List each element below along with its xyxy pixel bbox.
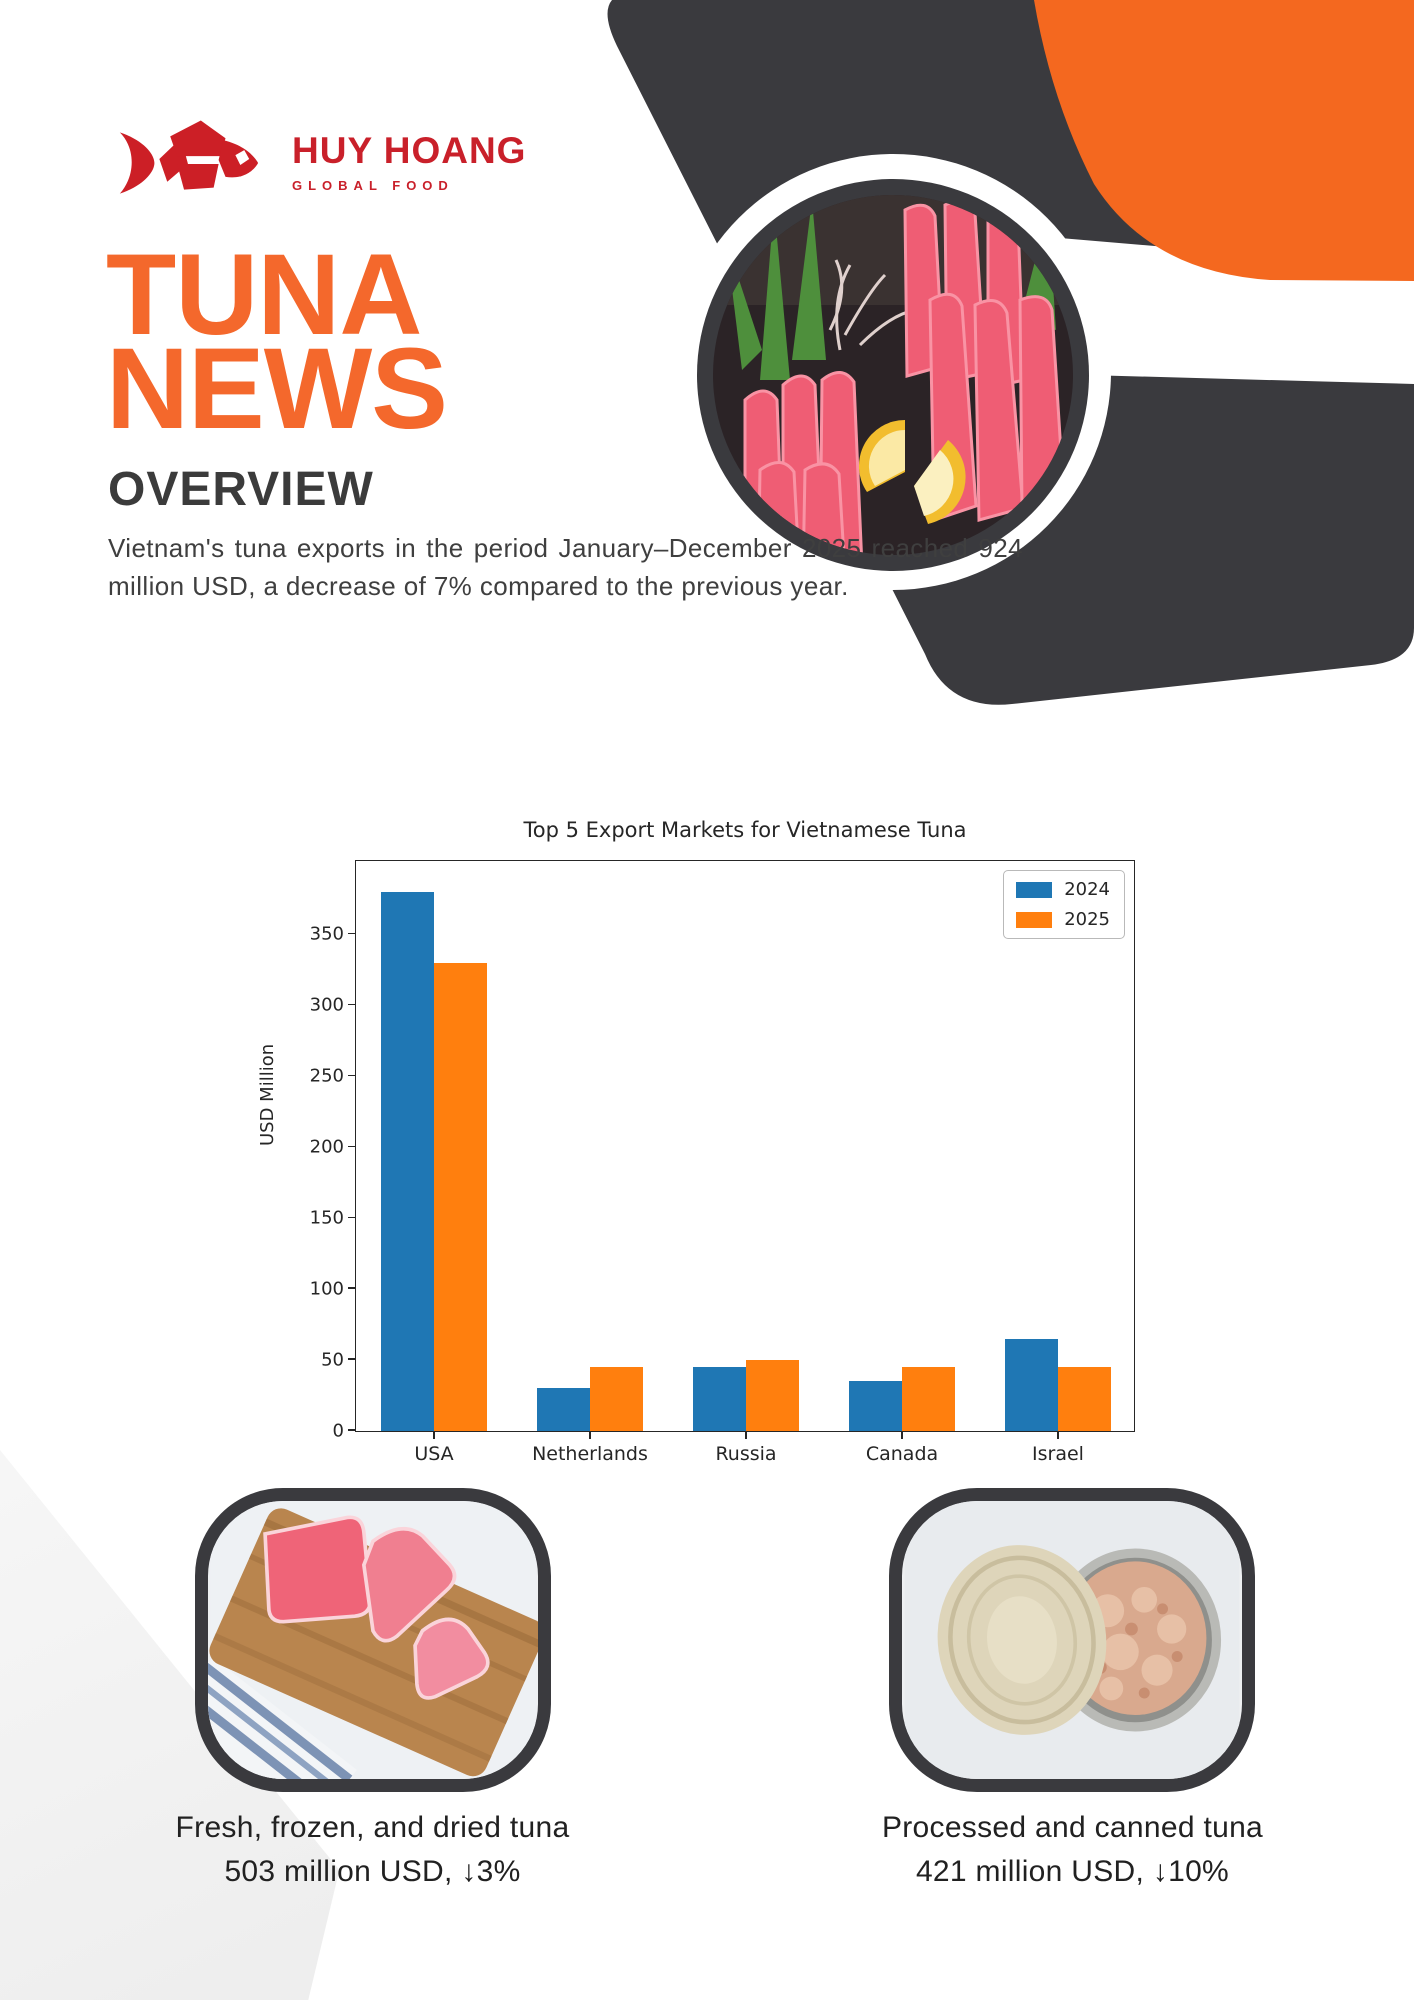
x-tick-label: Netherlands bbox=[532, 1443, 648, 1465]
bar-2025-Russia bbox=[746, 1360, 799, 1431]
bar-2024-USA bbox=[381, 891, 434, 1431]
bar-2024-Canada bbox=[849, 1381, 902, 1431]
header-decoration bbox=[607, 0, 1414, 705]
y-tick-label: 150 bbox=[309, 1207, 344, 1229]
x-tick-mark bbox=[589, 1431, 591, 1439]
sashimi-photo bbox=[713, 195, 1073, 555]
orange-shape bbox=[1034, 0, 1414, 281]
overview-paragraph: Vietnam's tuna exports in the period Jan… bbox=[108, 530, 1023, 605]
y-tick-mark bbox=[348, 1003, 356, 1006]
legend-swatch-2025 bbox=[1016, 911, 1053, 928]
x-tick-mark bbox=[433, 1431, 435, 1439]
chart-y-axis-label: USD Million bbox=[257, 1043, 278, 1146]
x-tick-mark bbox=[1057, 1431, 1059, 1439]
legend-entry-2024: 2024 bbox=[1016, 879, 1110, 900]
bar-2025-Israel bbox=[1058, 1367, 1111, 1431]
x-tick-label: Russia bbox=[715, 1443, 777, 1465]
y-tick-label: 200 bbox=[309, 1136, 344, 1158]
brand-name: HUY HOANG bbox=[292, 129, 527, 171]
brand-logo: HUY HOANG GLOBAL FOOD bbox=[108, 112, 526, 212]
x-tick-label: Canada bbox=[865, 1443, 939, 1465]
legend-swatch-2024 bbox=[1016, 881, 1053, 898]
export-markets-chart: Top 5 Export Markets for Vietnamese Tuna… bbox=[255, 812, 1155, 1502]
bar-2024-Israel bbox=[1005, 1338, 1058, 1431]
fresh-tuna-caption: Fresh, frozen, and dried tuna 503 millio… bbox=[135, 1806, 610, 1894]
x-tick-label: USA bbox=[414, 1443, 454, 1465]
bar-group: Canada bbox=[824, 861, 980, 1465]
y-tick-mark bbox=[348, 1145, 356, 1148]
bar-2025-Canada bbox=[902, 1367, 955, 1431]
y-tick-label: 0 bbox=[332, 1420, 344, 1442]
overview-paragraph-line1: Vietnam's tuna exports in the period Jan… bbox=[108, 533, 1023, 563]
bar-group: Israel bbox=[980, 861, 1136, 1465]
page-title-line2: NEWS bbox=[106, 325, 448, 454]
fresh-tuna-photo bbox=[208, 1501, 538, 1779]
y-tick-label: 250 bbox=[309, 1065, 344, 1087]
fresh-tuna-photo-card bbox=[195, 1488, 551, 1792]
legend-entry-2025: 2025 bbox=[1016, 909, 1110, 930]
chart-plot: 0 50 100 150 200 250 300 350 USA Netherlands Russi… bbox=[310, 860, 1136, 1465]
y-tick-label: 300 bbox=[309, 994, 344, 1016]
bar-group: USA bbox=[356, 861, 512, 1465]
canned-tuna-photo bbox=[904, 1501, 1240, 1779]
bar-2025-USA bbox=[434, 962, 487, 1431]
y-tick-mark bbox=[348, 1216, 356, 1219]
bar-2024-Russia bbox=[693, 1367, 746, 1431]
bar-group: Russia bbox=[668, 861, 824, 1465]
fish-logo-icon bbox=[119, 120, 259, 194]
y-tick-mark bbox=[348, 1358, 356, 1361]
canned-tuna-caption-text: Processed and canned tuna bbox=[881, 1811, 1264, 1844]
fresh-tuna-stat: 503 million USD, ↓3% bbox=[224, 1855, 521, 1889]
chart-legend: 2024 2025 bbox=[1003, 870, 1125, 939]
page-title-line1: TUNA bbox=[106, 231, 422, 359]
y-tick-mark bbox=[348, 1429, 356, 1431]
y-tick-mark bbox=[348, 932, 356, 935]
bar-2024-Netherlands bbox=[537, 1388, 590, 1431]
overview-heading: OVERVIEW bbox=[108, 463, 374, 516]
page-title: TUNA NEWS bbox=[106, 231, 448, 454]
fresh-tuna-caption-text: Fresh, frozen, and dried tuna bbox=[175, 1811, 570, 1844]
canned-tuna-photo-card bbox=[889, 1488, 1255, 1792]
y-tick-mark bbox=[348, 1074, 356, 1077]
overview-paragraph-line2: million USD, a decrease of 7% compared t… bbox=[108, 570, 849, 601]
canned-tuna-caption: Processed and canned tuna 421 million US… bbox=[845, 1806, 1300, 1894]
y-tick-label: 100 bbox=[309, 1278, 344, 1300]
legend-label-2025: 2025 bbox=[1064, 909, 1110, 930]
y-tick-mark bbox=[348, 1287, 356, 1290]
bar-2025-Netherlands bbox=[590, 1367, 643, 1431]
canned-tuna-stat: 421 million USD, ↓10% bbox=[915, 1855, 1230, 1889]
legend-label-2024: 2024 bbox=[1064, 879, 1110, 900]
brand-tagline: GLOBAL FOOD bbox=[292, 177, 454, 193]
y-tick-label: 350 bbox=[309, 923, 344, 945]
x-tick-mark bbox=[901, 1431, 903, 1439]
brand-text: HUY HOANG GLOBAL FOOD bbox=[292, 132, 526, 193]
chart-title: Top 5 Export Markets for Vietnamese Tuna bbox=[523, 818, 967, 842]
y-tick-label: 50 bbox=[321, 1349, 344, 1371]
x-tick-mark bbox=[745, 1431, 747, 1439]
x-tick-label: Israel bbox=[1032, 1443, 1084, 1465]
bar-group: Netherlands bbox=[512, 861, 668, 1465]
